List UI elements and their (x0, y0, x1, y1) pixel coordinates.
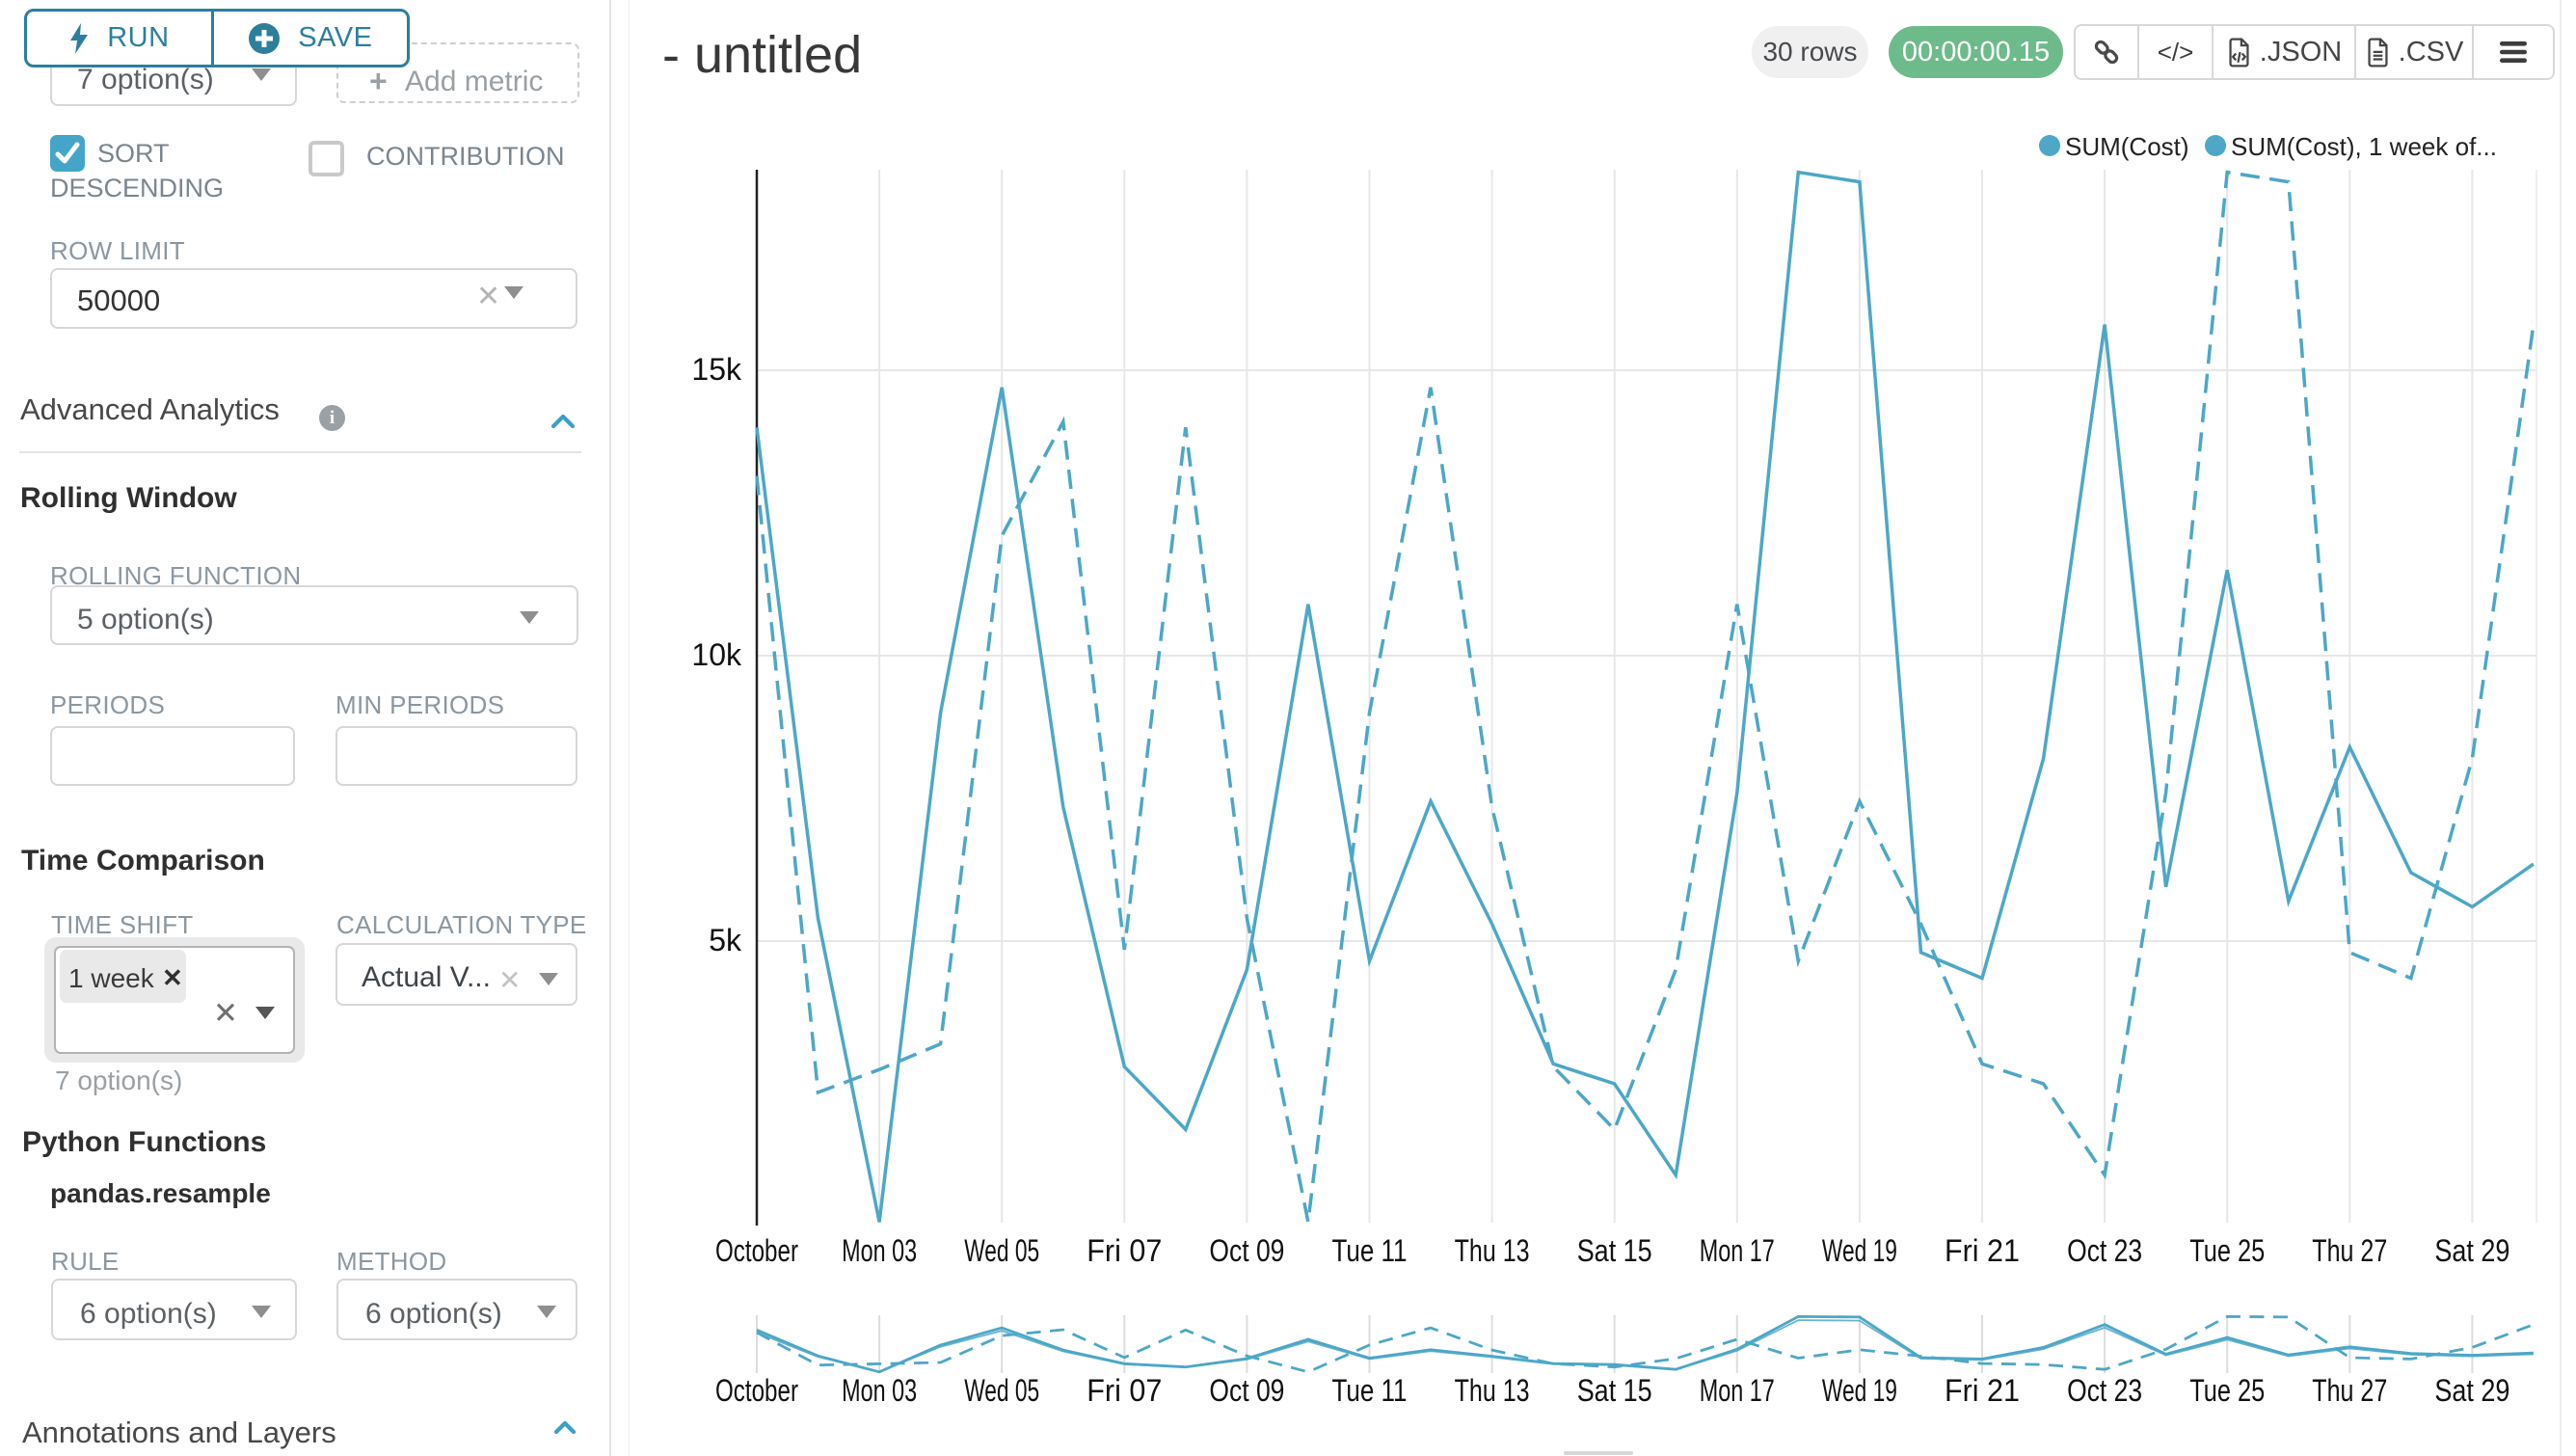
svg-text:Thu 27: Thu 27 (2312, 1373, 2387, 1408)
svg-text:SUM(Cost): SUM(Cost) (2065, 132, 2189, 161)
svg-text:Sat 15: Sat 15 (1577, 1233, 1652, 1268)
svg-text:Wed 19: Wed 19 (1822, 1373, 1897, 1408)
svg-text:Fri 21: Fri 21 (1945, 1233, 2020, 1268)
svg-text:15k: 15k (691, 352, 742, 387)
svg-text:Mon 17: Mon 17 (1700, 1233, 1775, 1268)
svg-text:Fri 21: Fri 21 (1945, 1373, 2020, 1408)
svg-text:Tue 11: Tue 11 (1332, 1233, 1408, 1268)
svg-text:Thu 13: Thu 13 (1455, 1233, 1530, 1268)
svg-text:SUM(Cost), 1 week of...: SUM(Cost), 1 week of... (2231, 132, 2497, 161)
svg-text:Mon 03: Mon 03 (842, 1233, 917, 1268)
svg-text:Oct 09: Oct 09 (1209, 1233, 1284, 1268)
svg-text:Sat 29: Sat 29 (2434, 1233, 2509, 1268)
svg-text:Oct 09: Oct 09 (1209, 1373, 1284, 1408)
svg-text:10k: 10k (691, 637, 742, 672)
svg-text:Oct 23: Oct 23 (2067, 1373, 2142, 1408)
svg-text:Tue 11: Tue 11 (1332, 1373, 1408, 1408)
svg-text:Thu 27: Thu 27 (2312, 1233, 2387, 1268)
svg-text:Mon 17: Mon 17 (1700, 1373, 1775, 1408)
svg-text:5k: 5k (709, 923, 742, 957)
svg-text:Wed 05: Wed 05 (964, 1373, 1039, 1408)
svg-text:Wed 05: Wed 05 (964, 1233, 1039, 1268)
svg-text:Tue 25: Tue 25 (2189, 1373, 2265, 1408)
svg-text:Thu 13: Thu 13 (1455, 1373, 1530, 1408)
svg-text:Wed 19: Wed 19 (1822, 1233, 1897, 1268)
svg-text:Sat 29: Sat 29 (2434, 1373, 2509, 1408)
svg-text:Tue 25: Tue 25 (2189, 1233, 2265, 1268)
svg-text:Mon 03: Mon 03 (842, 1373, 917, 1408)
svg-text:Oct 23: Oct 23 (2067, 1233, 2142, 1268)
svg-text:October: October (715, 1373, 798, 1408)
svg-text:Fri 07: Fri 07 (1087, 1373, 1162, 1408)
svg-text:October: October (715, 1233, 798, 1268)
svg-text:Sat 15: Sat 15 (1577, 1373, 1652, 1408)
svg-text:Fri 07: Fri 07 (1087, 1233, 1162, 1268)
